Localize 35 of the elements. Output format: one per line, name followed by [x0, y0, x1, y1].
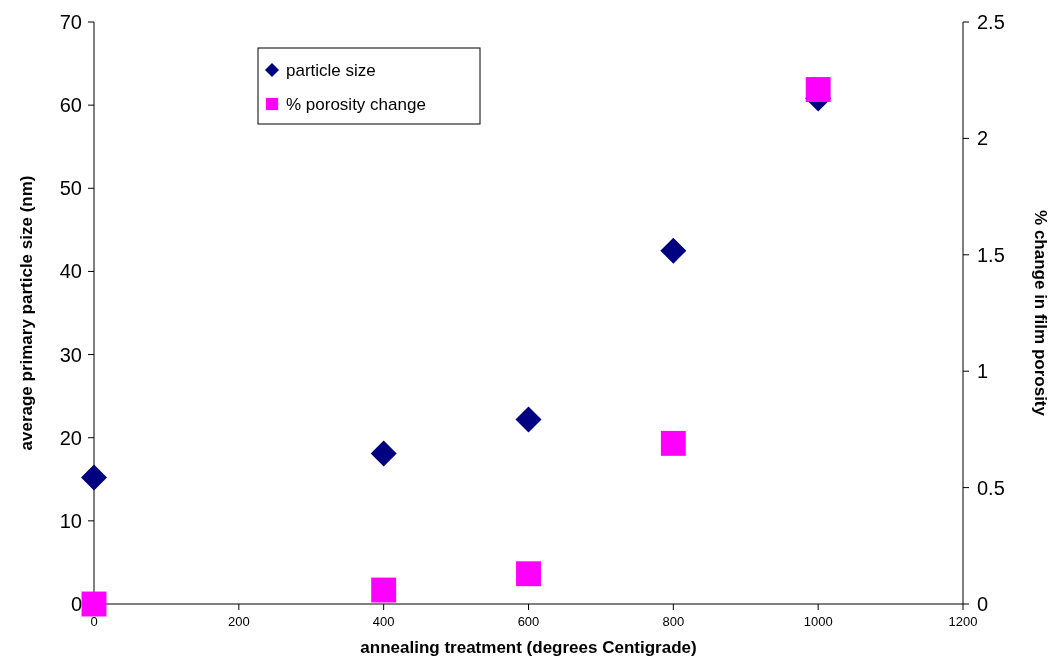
x-tick-label: 800: [662, 614, 685, 629]
point: [81, 591, 107, 617]
y-tick-label: 20: [59, 426, 82, 449]
x-tick-label: 600: [517, 614, 540, 629]
point: [81, 464, 107, 491]
legend-label: particle size: [286, 60, 376, 80]
x-tick-label: 1200: [948, 614, 978, 629]
y2-tick-label: 1: [977, 360, 989, 383]
point: [660, 430, 686, 456]
point: [371, 577, 397, 603]
y-tick-label: 50: [59, 177, 82, 200]
x-tick-label: 200: [227, 614, 250, 629]
y-tick-label: 0: [70, 593, 82, 615]
x-tick-label: 400: [372, 614, 395, 629]
y-tick-label: 10: [59, 509, 82, 532]
point: [516, 561, 541, 587]
x-tick-label: 1000: [803, 614, 833, 629]
y-tick-label: 40: [59, 260, 82, 283]
point: [370, 440, 397, 467]
point: [805, 77, 831, 102]
y-tick-label: 70: [59, 11, 82, 33]
x-axis-title: annealing treatment (degrees Centigrade): [360, 638, 697, 657]
point: [660, 237, 687, 264]
y2-tick-label: 0.5: [977, 476, 1005, 499]
y2-tick-label: 1.5: [977, 243, 1005, 266]
legend-label: % porosity change: [286, 94, 426, 114]
y2-tick-label: 0: [977, 593, 989, 615]
point: [515, 406, 542, 433]
y2-tick-label: 2.5: [977, 11, 1005, 33]
y-tick-label: 30: [59, 343, 82, 366]
x-tick-label: 0: [90, 614, 98, 629]
y2-axis-title: % change in film porosity: [1031, 210, 1050, 417]
y-axis-title: average primary particle size (nm): [17, 175, 36, 451]
y-tick-label: 60: [59, 94, 82, 117]
y2-tick-label: 2: [977, 127, 989, 150]
